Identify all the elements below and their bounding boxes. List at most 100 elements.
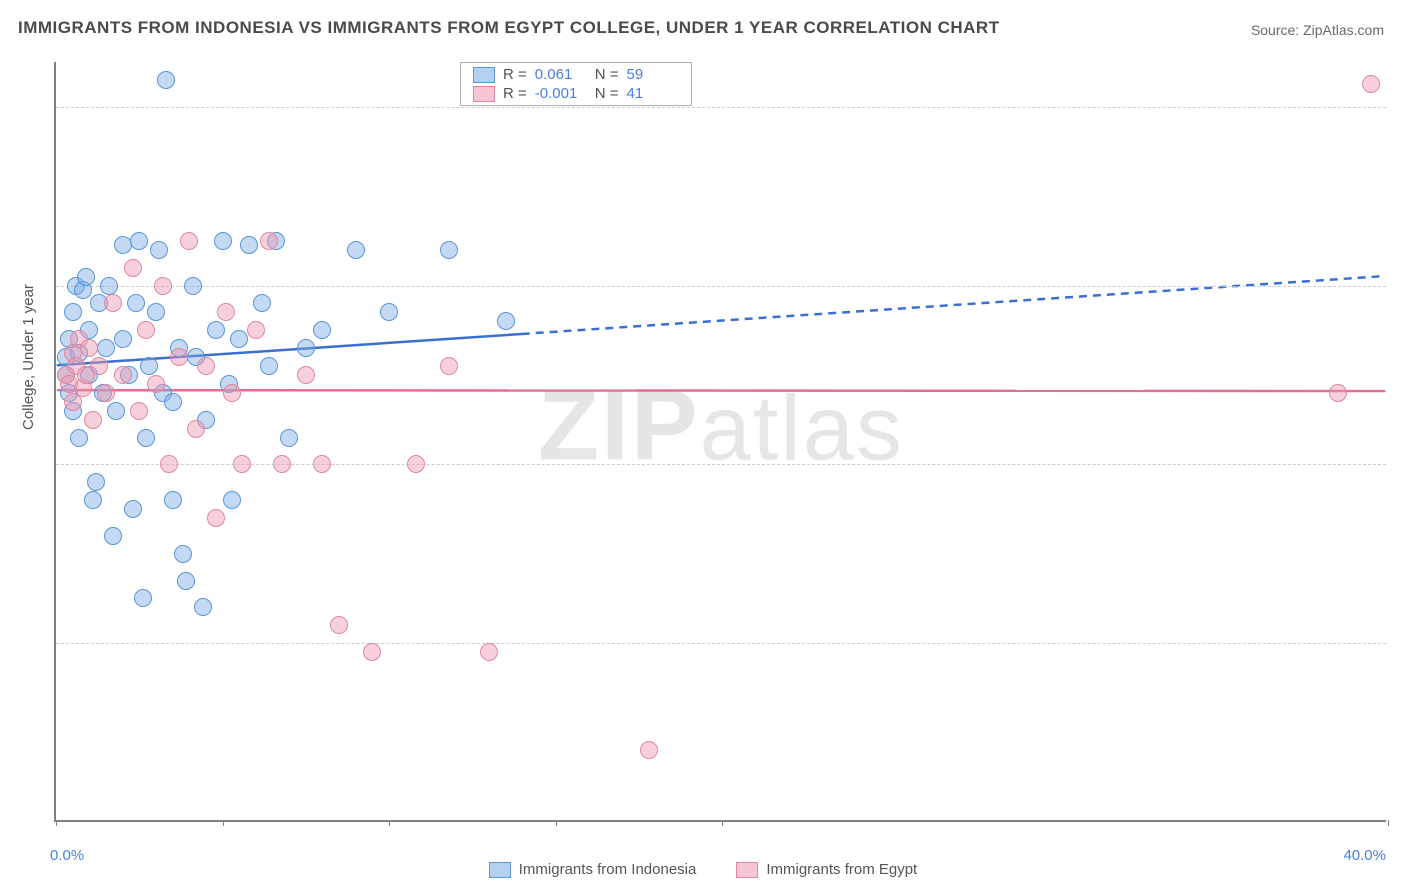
scatter-point — [147, 303, 165, 321]
scatter-point — [154, 277, 172, 295]
x-tick — [389, 820, 390, 826]
scatter-point — [130, 232, 148, 250]
y-axis-label: College, Under 1 year — [20, 284, 37, 430]
scatter-point — [217, 303, 235, 321]
y-tick-label: 80.0% — [1396, 277, 1406, 294]
correlation-legend: R = 0.061 N = 59 R = -0.001 N = 41 — [460, 62, 692, 106]
scatter-point — [194, 598, 212, 616]
scatter-point — [84, 491, 102, 509]
scatter-point — [104, 527, 122, 545]
scatter-point — [97, 339, 115, 357]
scatter-point — [124, 500, 142, 518]
scatter-point — [260, 232, 278, 250]
scatter-point — [90, 357, 108, 375]
trend-lines — [56, 62, 1386, 820]
scatter-point — [174, 545, 192, 563]
scatter-point — [230, 330, 248, 348]
r-value: 0.061 — [535, 66, 587, 83]
scatter-point — [480, 643, 498, 661]
scatter-point — [363, 643, 381, 661]
scatter-point — [207, 321, 225, 339]
scatter-point — [440, 241, 458, 259]
swatch-icon — [736, 862, 758, 878]
scatter-point — [233, 455, 251, 473]
scatter-point — [240, 236, 258, 254]
scatter-point — [150, 241, 168, 259]
scatter-point — [87, 473, 105, 491]
scatter-point — [137, 429, 155, 447]
x-tick — [1388, 820, 1389, 826]
scatter-point — [127, 294, 145, 312]
scatter-point — [64, 303, 82, 321]
r-label: R = — [503, 85, 527, 102]
chart-title: IMMIGRANTS FROM INDONESIA VS IMMIGRANTS … — [18, 18, 1000, 38]
scatter-point — [313, 455, 331, 473]
y-tick-label: 100.0% — [1396, 98, 1406, 115]
swatch-icon — [489, 862, 511, 878]
scatter-point — [247, 321, 265, 339]
scatter-point — [114, 366, 132, 384]
scatter-point — [297, 366, 315, 384]
y-tick-label: 40.0% — [1396, 635, 1406, 652]
scatter-point — [187, 420, 205, 438]
scatter-point — [104, 294, 122, 312]
legend-label: Immigrants from Egypt — [766, 861, 917, 878]
legend-row: R = 0.061 N = 59 — [461, 65, 691, 84]
swatch-icon — [473, 86, 495, 102]
legend-item: Immigrants from Egypt — [736, 861, 917, 878]
r-value: -0.001 — [535, 85, 587, 102]
x-tick — [223, 820, 224, 826]
scatter-point — [207, 509, 225, 527]
scatter-point — [1329, 384, 1347, 402]
scatter-point — [177, 572, 195, 590]
series-legend: Immigrants from Indonesia Immigrants fro… — [0, 861, 1406, 878]
scatter-point — [214, 232, 232, 250]
scatter-point — [114, 330, 132, 348]
gridline — [56, 107, 1386, 108]
scatter-point — [640, 741, 658, 759]
plot-area: ZIPatlas 40.0%60.0%80.0%100.0% — [54, 62, 1386, 822]
scatter-point — [313, 321, 331, 339]
scatter-point — [137, 321, 155, 339]
scatter-point — [147, 375, 165, 393]
gridline — [56, 643, 1386, 644]
scatter-point — [84, 411, 102, 429]
scatter-point — [70, 429, 88, 447]
x-tick-label: 40.0% — [1343, 847, 1386, 864]
scatter-point — [134, 589, 152, 607]
n-label: N = — [595, 66, 619, 83]
scatter-point — [330, 616, 348, 634]
legend-item: Immigrants from Indonesia — [489, 861, 697, 878]
scatter-point — [280, 429, 298, 447]
scatter-point — [100, 277, 118, 295]
scatter-point — [1362, 75, 1380, 93]
scatter-point — [157, 71, 175, 89]
scatter-point — [180, 232, 198, 250]
scatter-point — [297, 339, 315, 357]
y-tick-label: 60.0% — [1396, 456, 1406, 473]
x-tick — [56, 820, 57, 826]
gridline — [56, 464, 1386, 465]
gridline — [56, 286, 1386, 287]
scatter-point — [497, 312, 515, 330]
source-attribution: Source: ZipAtlas.com — [1251, 22, 1384, 38]
scatter-point — [440, 357, 458, 375]
legend-label: Immigrants from Indonesia — [519, 861, 697, 878]
scatter-point — [273, 455, 291, 473]
scatter-point — [407, 455, 425, 473]
watermark: ZIPatlas — [538, 368, 904, 483]
scatter-point — [184, 277, 202, 295]
swatch-icon — [473, 67, 495, 83]
legend-row: R = -0.001 N = 41 — [461, 84, 691, 103]
scatter-point — [77, 268, 95, 286]
n-value: 41 — [627, 85, 679, 102]
scatter-point — [223, 491, 241, 509]
scatter-point — [107, 402, 125, 420]
scatter-point — [347, 241, 365, 259]
scatter-point — [253, 294, 271, 312]
scatter-point — [380, 303, 398, 321]
scatter-point — [160, 455, 178, 473]
scatter-point — [170, 348, 188, 366]
x-tick — [722, 820, 723, 826]
scatter-point — [164, 491, 182, 509]
